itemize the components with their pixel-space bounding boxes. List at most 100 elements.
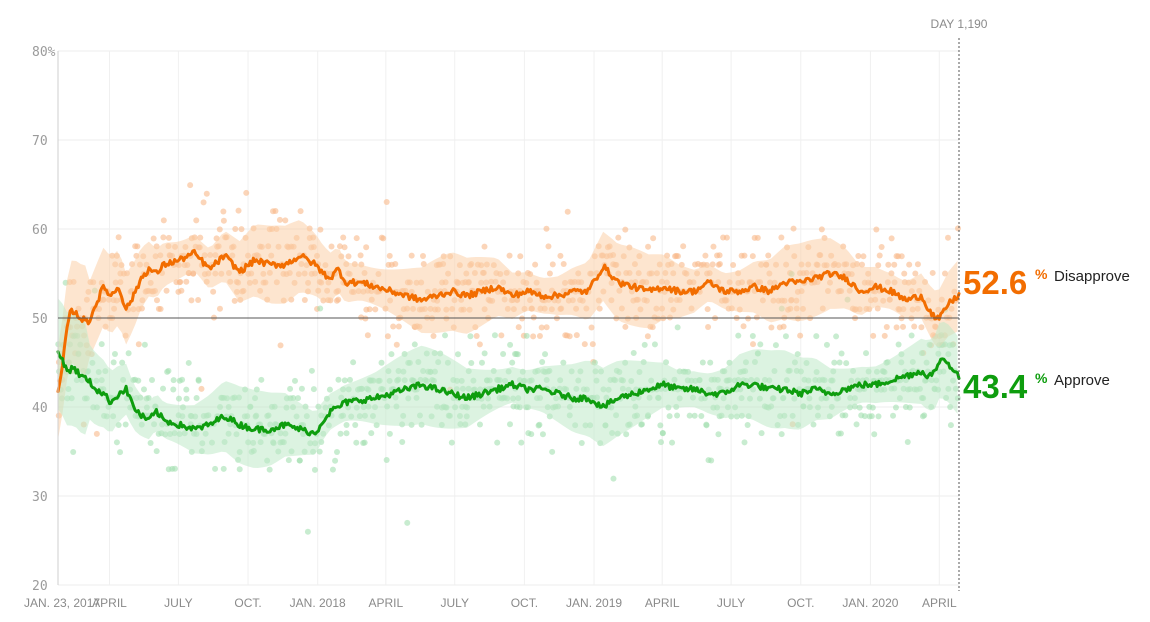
disapprove-poll-dot [193, 217, 200, 224]
disapprove-poll-dot [885, 261, 892, 268]
disapprove-poll-dot [198, 385, 205, 392]
disapprove-poll-dot [165, 234, 172, 241]
approve-poll-dot [823, 341, 830, 348]
disapprove-poll-dot [328, 243, 335, 250]
approve-poll-dot [183, 395, 190, 402]
approve-poll-dot [868, 413, 875, 420]
disapprove-poll-dot [345, 253, 352, 260]
approve-poll-dot [895, 341, 902, 348]
approve-poll-dot [117, 449, 124, 456]
series-line-layer [56, 248, 961, 437]
approve-poll-dot [904, 438, 911, 445]
disapprove-poll-dot [153, 297, 160, 304]
disapprove-poll-dot [430, 332, 437, 339]
approve-poll-dot [310, 386, 317, 393]
disapprove-poll-dot [546, 270, 553, 277]
approve-poll-dot [454, 351, 461, 358]
approve-poll-dot [843, 360, 850, 367]
disapprove-poll-dot [749, 253, 756, 260]
approve-poll-dot [160, 385, 167, 392]
disapprove-percent-sign: % [1035, 266, 1048, 282]
approve-poll-dot [863, 350, 870, 357]
disapprove-poll-dot [157, 305, 164, 312]
approve-poll-dot [757, 341, 764, 348]
disapprove-poll-dot [301, 296, 308, 303]
disapprove-poll-dot [473, 333, 480, 340]
approve-poll-dot [266, 466, 273, 473]
approve-poll-dot [291, 377, 298, 384]
disapprove-poll-dot [340, 234, 347, 241]
disapprove-poll-dot [901, 270, 908, 277]
disapprove-poll-dot [297, 208, 304, 215]
disapprove-poll-dot [178, 287, 185, 294]
approve-poll-dot [361, 439, 368, 446]
approve-poll-dot [110, 359, 117, 366]
approve-poll-dot [145, 395, 152, 402]
x-tick-label: JULY [164, 596, 192, 610]
approve-poll-dot [523, 332, 530, 339]
approve-poll-dot [343, 421, 350, 428]
approve-poll-dot [528, 431, 535, 438]
approve-poll-dot [236, 466, 243, 473]
approve-poll-dot [337, 430, 344, 437]
disapprove-poll-dot [557, 252, 564, 259]
current-day-label: DAY 1,190 [931, 17, 988, 31]
x-tick-label: APRIL [922, 596, 957, 610]
disapprove-poll-dot [566, 333, 573, 340]
approve-poll-dot [404, 519, 411, 526]
disapprove-poll-dot [645, 243, 652, 250]
approve-poll-dot [813, 333, 820, 340]
approve-poll-dot [782, 333, 789, 340]
disapprove-poll-dot [216, 305, 223, 312]
disapprove-poll-dot [160, 234, 167, 241]
disapprove-poll-dot [778, 234, 785, 241]
approve-poll-dot [165, 367, 172, 374]
disapprove-poll-dot [530, 333, 537, 340]
approve-poll-dot [135, 377, 142, 384]
approve-poll-dot [287, 385, 294, 392]
disapprove-poll-dot [878, 244, 885, 251]
disapprove-poll-dot [419, 253, 426, 260]
approve-poll-dot [549, 448, 556, 455]
approve-poll-dot [506, 421, 513, 428]
disapprove-poll-dot [235, 207, 242, 214]
x-tick-label: APRIL [368, 596, 403, 610]
disapprove-poll-dot [200, 199, 207, 206]
disapprove-poll-dot [876, 252, 883, 259]
disapprove-poll-dot [855, 253, 862, 260]
disapprove-poll-dot [195, 296, 202, 303]
x-tick-label: OCT. [787, 596, 814, 610]
disapprove-poll-dot [150, 235, 157, 242]
y-tick-label: 30 [32, 490, 48, 505]
approve-poll-dot [119, 359, 126, 366]
disapprove-poll-dot [341, 244, 348, 251]
approve-poll-dot [341, 377, 348, 384]
disapprove-poll-dot [210, 288, 217, 295]
approve-poll-dot [831, 359, 838, 366]
approve-percent-sign: % [1035, 370, 1048, 386]
disapprove-poll-dot [622, 226, 629, 233]
approve-poll-dot [518, 439, 525, 446]
disapprove-poll-dot [363, 244, 370, 251]
approve-poll-dot [467, 333, 474, 340]
approve-poll-dot [921, 412, 928, 419]
approve-poll-dot [691, 412, 698, 419]
approve-poll-dot [735, 332, 742, 339]
approve-poll-dot [311, 466, 318, 473]
disapprove-poll-dot [390, 323, 397, 330]
approve-poll-dot [185, 359, 192, 366]
approve-poll-dot [657, 422, 664, 429]
approve-poll-dot [869, 404, 876, 411]
approve-poll-dot [514, 351, 521, 358]
x-tick-label: JAN. 2019 [566, 596, 622, 610]
approve-poll-dot [258, 376, 265, 383]
disapprove-poll-dot [818, 226, 825, 233]
approve-poll-dot [378, 359, 385, 366]
disapprove-poll-dot [364, 332, 371, 339]
approve-poll-dot [810, 421, 817, 428]
disapprove-poll-dot [115, 234, 122, 241]
disapprove-poll-dot [870, 332, 877, 339]
approve-poll-dot [500, 350, 507, 357]
